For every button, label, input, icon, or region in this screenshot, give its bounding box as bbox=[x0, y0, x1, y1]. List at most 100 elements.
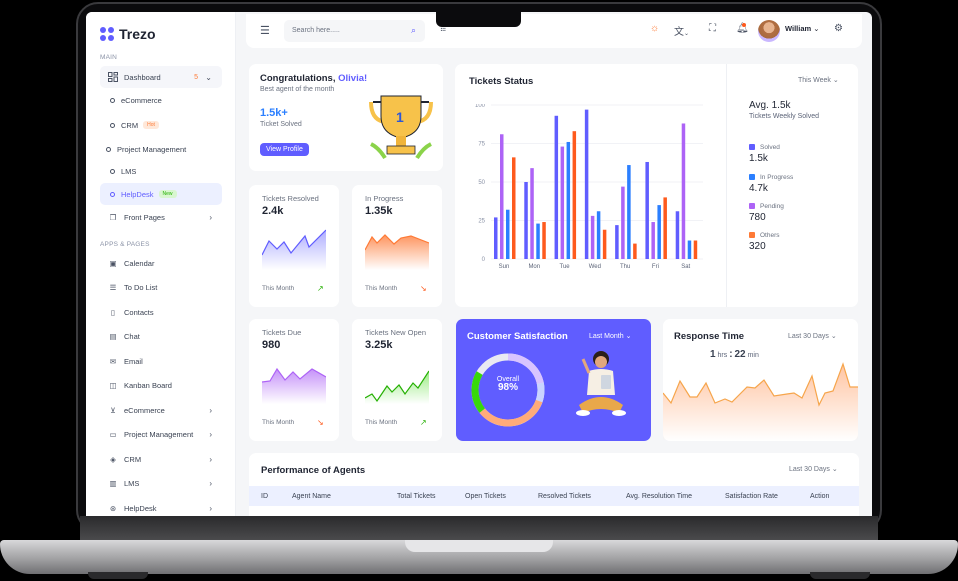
avatar[interactable] bbox=[758, 20, 780, 42]
stat-value: 980 bbox=[262, 339, 281, 351]
stat-value: 1.35k bbox=[365, 205, 393, 217]
column-id[interactable]: ID bbox=[261, 492, 268, 500]
satisfaction-donut-chart bbox=[471, 353, 545, 427]
svg-text:0: 0 bbox=[482, 257, 486, 263]
sidebar-item-label: LMS bbox=[121, 166, 137, 176]
column-open-tickets[interactable]: Open Tickets bbox=[465, 492, 506, 500]
hot-badge: Hot bbox=[143, 121, 159, 129]
response-time-value: 1 hrs : 22 min bbox=[710, 349, 759, 360]
period-dropdown[interactable]: Last 30 Days ⌄ bbox=[789, 466, 838, 473]
stat-period: This Month bbox=[365, 419, 398, 426]
bullet-icon bbox=[110, 97, 115, 103]
svg-text:Mon: Mon bbox=[528, 264, 540, 270]
dashboard-count-badge: 5 bbox=[194, 73, 198, 81]
svg-text:100: 100 bbox=[475, 104, 486, 109]
apps-grid-icon[interactable]: ⁞⁞⁞ bbox=[440, 23, 446, 34]
congrats-title: Congratulations, Olivia! bbox=[260, 73, 368, 84]
stat-value: 3.25k bbox=[365, 339, 393, 351]
sidebar-item-crm[interactable]: ◈ CRM › bbox=[100, 448, 222, 470]
donut-center-label: Overall bbox=[496, 376, 520, 383]
sparkline-tickets-due bbox=[262, 367, 326, 404]
legend-pending: Pending 780 bbox=[749, 203, 784, 223]
user-name: William bbox=[785, 24, 812, 33]
sparkline-new-open bbox=[365, 370, 429, 404]
new-badge: New bbox=[158, 190, 177, 198]
translate-icon[interactable]: 文⌄ bbox=[674, 27, 690, 38]
logo[interactable]: Trezo bbox=[100, 26, 156, 42]
legend-in-progress: In Progress 4.7k bbox=[749, 174, 794, 194]
chevron-down-icon: ⌄ bbox=[813, 24, 820, 33]
sidebar-item-lms[interactable]: ▥ LMS › bbox=[100, 472, 222, 494]
laptop-hinge bbox=[80, 516, 878, 540]
view-profile-button[interactable]: View Profile bbox=[260, 143, 309, 156]
sidebar-item-label: HelpDesk bbox=[124, 503, 157, 513]
tickets-status-bar-chart: 0 25 50 75 100 Sun Mon Tue Wed Thu Fri Sat bbox=[475, 104, 703, 270]
sidebar-item-ecommerce[interactable]: ⊻ eCommerce › bbox=[100, 399, 222, 421]
sidebar: Trezo MAIN Dashboard 5 ⌄ eCommerce CRM H… bbox=[86, 12, 236, 516]
stat-card-in-progress: In Progress 1.35k This Month ↘ bbox=[352, 185, 442, 307]
column-action[interactable]: Action bbox=[810, 492, 830, 500]
contact-icon: ▯ bbox=[110, 307, 116, 317]
column-avg-resolution-time[interactable]: Avg. Resolution Time bbox=[626, 492, 693, 500]
sidebar-subitem-ecommerce[interactable]: eCommerce bbox=[100, 89, 222, 111]
bullet-icon bbox=[106, 146, 111, 152]
notification-bell-icon[interactable]: 🔔︎ bbox=[736, 23, 749, 34]
column-total-tickets[interactable]: Total Tickets bbox=[397, 492, 436, 500]
period-dropdown[interactable]: This Week ⌄ bbox=[798, 77, 839, 84]
sidebar-subitem-project-management[interactable]: Project Management bbox=[96, 138, 218, 160]
chevron-right-icon: › bbox=[209, 429, 212, 439]
user-menu[interactable]: William ⌄ bbox=[785, 24, 820, 33]
column-agent-name[interactable]: Agent Name bbox=[292, 492, 331, 500]
donut-center-value: 98% bbox=[497, 382, 518, 393]
column-satisfaction-rate[interactable]: Satisfaction Rate bbox=[725, 492, 778, 500]
mail-icon: ✉ bbox=[109, 356, 117, 366]
stat-title: Tickets New Open bbox=[365, 328, 426, 337]
cart-icon: ⊻ bbox=[110, 405, 116, 415]
sidebar-item-kanban[interactable]: ◫ Kanban Board bbox=[100, 374, 222, 396]
stat-value: 2.4k bbox=[262, 205, 284, 217]
period-dropdown[interactable]: Last Month ⌄ bbox=[589, 333, 632, 340]
sidebar-item-helpdesk[interactable]: ⊛ HelpDesk › bbox=[100, 497, 222, 516]
fullscreen-icon[interactable]: ⛶ bbox=[709, 23, 716, 34]
tickets-solved-label: Ticket Solved bbox=[260, 121, 302, 128]
sidebar-item-contacts[interactable]: ▯ Contacts bbox=[100, 301, 222, 323]
settings-gear-icon[interactable]: ⚙ bbox=[834, 23, 843, 34]
trend-down-icon: ↘ bbox=[317, 418, 324, 427]
stat-card-tickets-resolved: Tickets Resolved 2.4k This Month ↗ bbox=[249, 185, 339, 307]
svg-text:Sat: Sat bbox=[681, 264, 690, 270]
chevron-right-icon: › bbox=[209, 405, 212, 415]
laptop-foot bbox=[88, 572, 148, 579]
sidebar-subitem-helpdesk[interactable]: HelpDesk New bbox=[100, 183, 222, 205]
sidebar-item-dashboard[interactable]: Dashboard 5 ⌄ bbox=[100, 66, 222, 88]
period-dropdown[interactable]: Last 30 Days ⌄ bbox=[788, 333, 837, 340]
search-input[interactable]: Search here..... ⌕ bbox=[284, 20, 425, 42]
hamburger-menu-icon[interactable]: ☰ bbox=[260, 25, 270, 37]
sidebar-item-todo[interactable]: ☰ To Do List bbox=[100, 276, 222, 298]
sidebar-item-label: Chat bbox=[124, 331, 140, 341]
pages-icon: ❐ bbox=[109, 212, 117, 222]
sidebar-item-front-pages[interactable]: ❐ Front Pages › bbox=[100, 206, 222, 228]
sidebar-subitem-lms[interactable]: LMS bbox=[100, 160, 222, 182]
sidebar-item-chat[interactable]: ▤ Chat bbox=[100, 325, 222, 347]
laptop-base bbox=[0, 540, 958, 574]
response-time-card: Response Time Last 30 Days ⌄ 1 hrs : 22 … bbox=[663, 319, 858, 441]
column-resolved-tickets[interactable]: Resolved Tickets bbox=[538, 492, 591, 500]
chevron-right-icon: › bbox=[209, 212, 212, 222]
search-icon[interactable]: ⌕ bbox=[410, 25, 416, 35]
stat-period: This Month bbox=[262, 419, 295, 426]
avg-subtitle: Tickets Weekly Solved bbox=[749, 113, 820, 120]
trend-up-icon: ↗ bbox=[420, 418, 427, 427]
sidebar-item-label: LMS bbox=[124, 478, 140, 488]
chevron-right-icon: › bbox=[209, 503, 212, 513]
trophy-icon: 1 bbox=[369, 95, 433, 160]
stat-card-tickets-due: Tickets Due 980 This Month ↘ bbox=[249, 319, 339, 441]
sidebar-subitem-crm[interactable]: CRM Hot bbox=[100, 114, 222, 136]
sidebar-item-calendar[interactable]: ▣ Calendar bbox=[100, 252, 222, 274]
sidebar-item-project-management[interactable]: ▭ Project Management › bbox=[100, 423, 222, 445]
satisfaction-title: Customer Satisfaction bbox=[467, 331, 568, 342]
theme-toggle-sun-icon[interactable]: ☼ bbox=[650, 23, 660, 34]
search-placeholder: Search here..... bbox=[292, 27, 340, 34]
sidebar-item-email[interactable]: ✉ Email bbox=[100, 350, 222, 372]
svg-text:Sun: Sun bbox=[499, 264, 510, 270]
